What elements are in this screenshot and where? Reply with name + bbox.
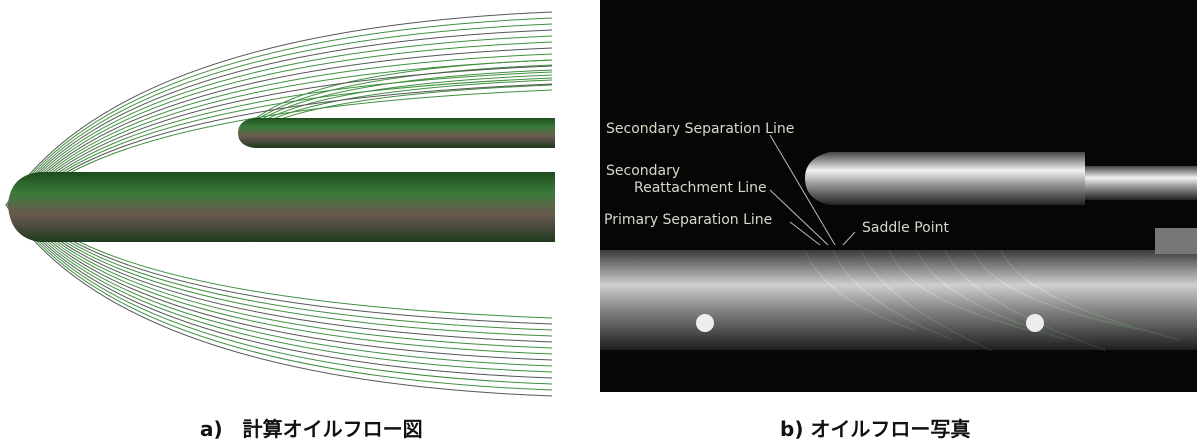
annotation: Reattachment Line: [634, 180, 767, 196]
caption: a) 計算オイルフロー図: [200, 417, 423, 441]
marker: [696, 314, 714, 332]
annotation: Primary Separation Line: [604, 212, 772, 228]
figure: Secondary Separation Line Secondary Reat…: [0, 0, 1197, 446]
support: [1155, 228, 1197, 254]
annotation: Saddle Point: [862, 220, 949, 236]
annotation: Secondary Separation Line: [606, 121, 794, 137]
annotation: Secondary: [606, 163, 680, 179]
caption: b) オイルフロー写真: [780, 417, 970, 441]
main-body: [8, 172, 555, 242]
upper-body: [805, 152, 1085, 205]
oil-flow-photo: Secondary Separation Line Secondary Reat…: [600, 0, 1197, 392]
secondary-body: [238, 118, 555, 148]
main-body: [600, 250, 1197, 350]
marker: [1026, 314, 1044, 332]
computed-oil-flow: [0, 0, 556, 400]
upper-sting: [1085, 166, 1197, 200]
